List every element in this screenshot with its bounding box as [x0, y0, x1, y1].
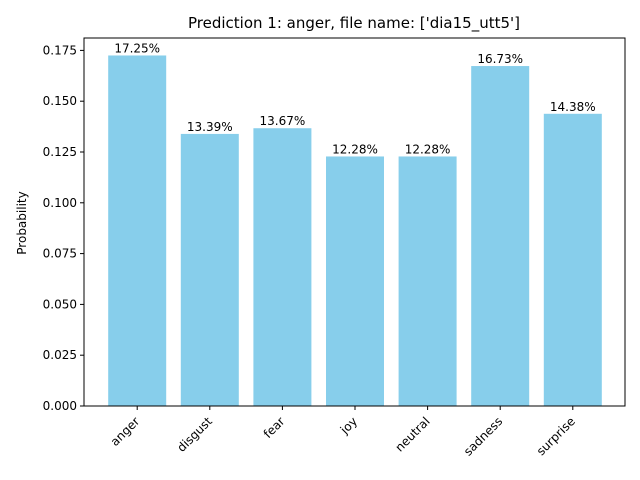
- data-label-anger: 17.25%: [114, 41, 160, 55]
- data-label-joy: 12.28%: [332, 142, 378, 156]
- chart-title: Prediction 1: anger, file name: ['dia15_…: [188, 14, 520, 33]
- y-tick-label: 0.150: [43, 94, 77, 108]
- y-tick-label: 0.100: [43, 196, 77, 210]
- data-label-surprise: 14.38%: [550, 100, 596, 114]
- data-label-disgust: 13.39%: [187, 120, 233, 134]
- y-tick-label: 0.050: [43, 297, 77, 311]
- y-tick-label: 0.025: [43, 348, 77, 362]
- bar-surprise: [543, 113, 602, 406]
- bar-joy: [326, 156, 384, 406]
- plot-area-frame: [83, 37, 626, 407]
- bar-neutral: [398, 156, 457, 406]
- bars-group: [108, 55, 602, 407]
- data-label-fear: 13.67%: [260, 114, 306, 128]
- data-label-sadness: 16.73%: [477, 52, 523, 66]
- y-tick-label: 0.125: [43, 145, 77, 159]
- bar-anger: [108, 55, 167, 406]
- y-axis-ticks: 0.000 0.025 0.050 0.075 0.100 0.125 0.150 0.175: [43, 43, 84, 413]
- y-axis-label: Probability: [15, 191, 29, 254]
- bar-sadness: [471, 66, 530, 407]
- data-labels-group: 17.25% 13.39% 13.67% 12.28% 12.28% 16.73% 14.3…: [114, 41, 595, 156]
- data-label-neutral: 12.28%: [405, 142, 451, 156]
- y-tick-label: 0.075: [43, 247, 77, 261]
- y-tick-label: 0.000: [43, 399, 77, 413]
- bar-disgust: [180, 133, 239, 406]
- bar-fear: [253, 128, 312, 406]
- y-tick-label: 0.175: [43, 43, 77, 57]
